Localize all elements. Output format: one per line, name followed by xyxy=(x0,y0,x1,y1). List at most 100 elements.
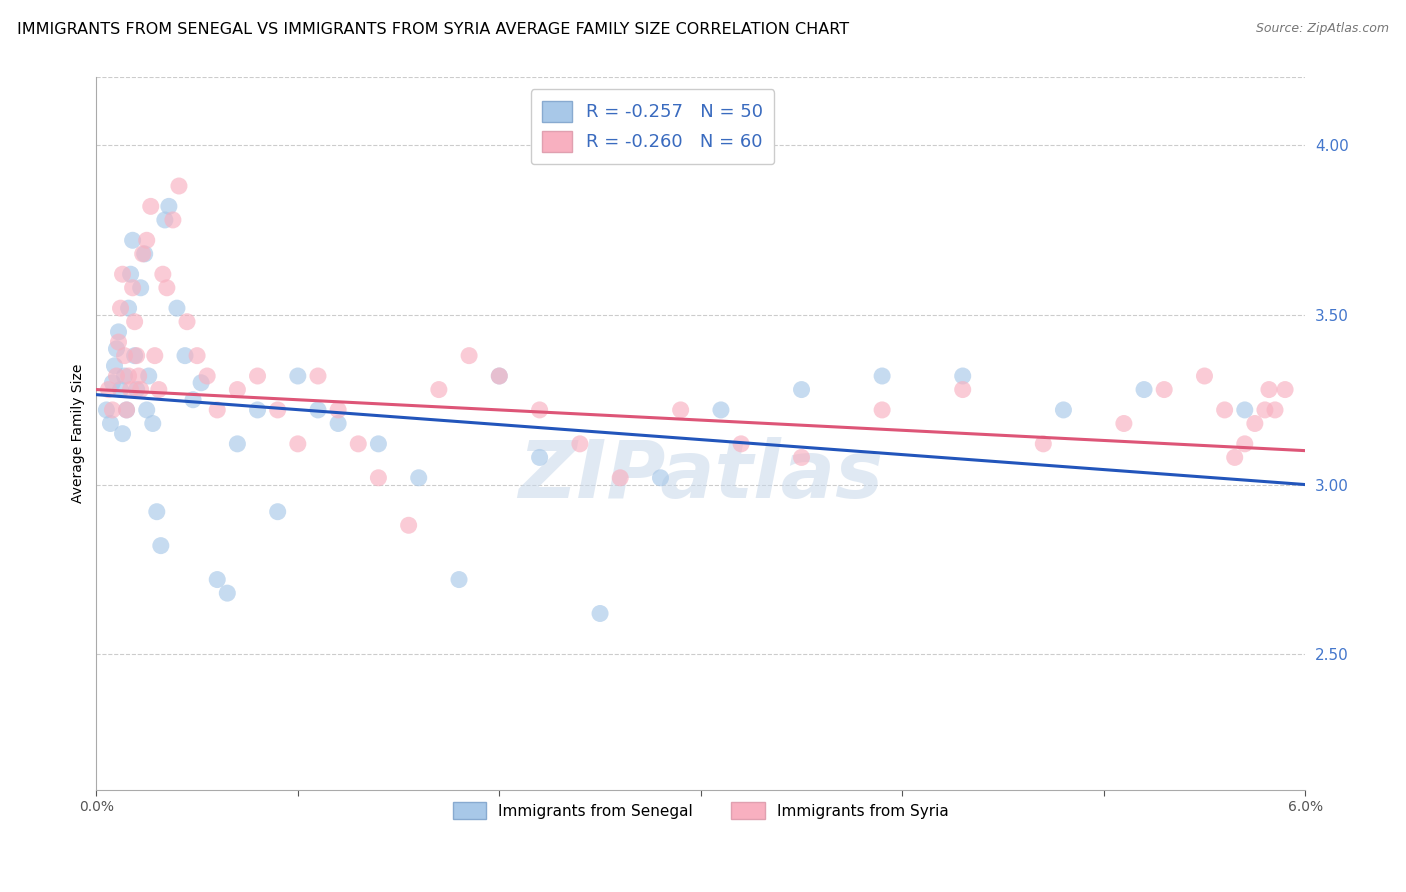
Point xyxy=(326,417,349,431)
Point xyxy=(1264,403,1286,417)
Point xyxy=(246,369,269,384)
Point xyxy=(870,403,893,417)
Point xyxy=(307,369,329,384)
Point xyxy=(124,315,146,329)
Point xyxy=(669,403,692,417)
Text: ZIPatlas: ZIPatlas xyxy=(519,437,883,516)
Point xyxy=(153,213,176,227)
Point xyxy=(367,437,389,451)
Point xyxy=(107,325,129,339)
Text: IMMIGRANTS FROM SENEGAL VS IMMIGRANTS FROM SYRIA AVERAGE FAMILY SIZE CORRELATION: IMMIGRANTS FROM SENEGAL VS IMMIGRANTS FR… xyxy=(17,22,849,37)
Point xyxy=(207,573,229,587)
Point xyxy=(207,403,229,417)
Point xyxy=(568,437,591,451)
Point xyxy=(1133,383,1156,397)
Point xyxy=(266,403,288,417)
Point xyxy=(952,369,974,384)
Point xyxy=(115,403,138,417)
Point xyxy=(1258,383,1281,397)
Point xyxy=(131,247,153,261)
Point xyxy=(134,247,156,261)
Point xyxy=(146,505,169,519)
Point xyxy=(870,369,893,384)
Point xyxy=(120,267,142,281)
Point xyxy=(114,349,136,363)
Point xyxy=(1274,383,1296,397)
Point xyxy=(162,213,184,227)
Point xyxy=(129,281,152,295)
Point xyxy=(609,471,631,485)
Point xyxy=(589,607,612,621)
Point xyxy=(107,334,129,349)
Point xyxy=(307,403,329,417)
Point xyxy=(1254,403,1277,417)
Point xyxy=(125,383,148,397)
Point xyxy=(135,233,157,247)
Point xyxy=(347,437,370,451)
Point xyxy=(1112,417,1135,431)
Point xyxy=(142,417,165,431)
Point xyxy=(176,315,198,329)
Point xyxy=(121,233,143,247)
Point xyxy=(488,369,510,384)
Point xyxy=(100,417,122,431)
Point xyxy=(790,383,813,397)
Point xyxy=(190,376,212,390)
Point xyxy=(952,383,974,397)
Point xyxy=(287,437,309,451)
Point xyxy=(129,383,152,397)
Point xyxy=(105,369,128,384)
Point xyxy=(117,301,139,315)
Point xyxy=(1153,383,1175,397)
Legend: Immigrants from Senegal, Immigrants from Syria: Immigrants from Senegal, Immigrants from… xyxy=(447,797,955,825)
Point xyxy=(186,349,208,363)
Point xyxy=(1233,403,1256,417)
Point xyxy=(326,403,349,417)
Point xyxy=(650,471,672,485)
Point xyxy=(101,403,124,417)
Point xyxy=(156,281,179,295)
Point xyxy=(287,369,309,384)
Point xyxy=(115,403,138,417)
Point xyxy=(710,403,733,417)
Point xyxy=(166,301,188,315)
Point xyxy=(114,369,136,384)
Point xyxy=(149,539,172,553)
Point xyxy=(217,586,239,600)
Point xyxy=(529,403,551,417)
Point xyxy=(148,383,170,397)
Point xyxy=(488,369,510,384)
Point xyxy=(152,267,174,281)
Point xyxy=(790,450,813,465)
Point xyxy=(408,471,430,485)
Point xyxy=(111,267,134,281)
Point xyxy=(139,199,162,213)
Point xyxy=(266,505,288,519)
Point xyxy=(117,369,139,384)
Point xyxy=(1233,437,1256,451)
Point xyxy=(120,383,142,397)
Point xyxy=(1213,403,1236,417)
Point xyxy=(458,349,481,363)
Point xyxy=(1194,369,1216,384)
Point xyxy=(135,403,157,417)
Point xyxy=(447,573,470,587)
Point xyxy=(1032,437,1054,451)
Point xyxy=(167,179,190,194)
Point xyxy=(1223,450,1246,465)
Point xyxy=(367,471,389,485)
Point xyxy=(427,383,450,397)
Point xyxy=(246,403,269,417)
Y-axis label: Average Family Size: Average Family Size xyxy=(72,364,86,503)
Point xyxy=(110,383,132,397)
Point xyxy=(143,349,166,363)
Point xyxy=(1243,417,1265,431)
Text: Source: ZipAtlas.com: Source: ZipAtlas.com xyxy=(1256,22,1389,36)
Point xyxy=(96,403,118,417)
Point xyxy=(111,426,134,441)
Point xyxy=(105,342,128,356)
Point xyxy=(195,369,218,384)
Point xyxy=(121,281,143,295)
Point xyxy=(128,369,150,384)
Point xyxy=(110,301,132,315)
